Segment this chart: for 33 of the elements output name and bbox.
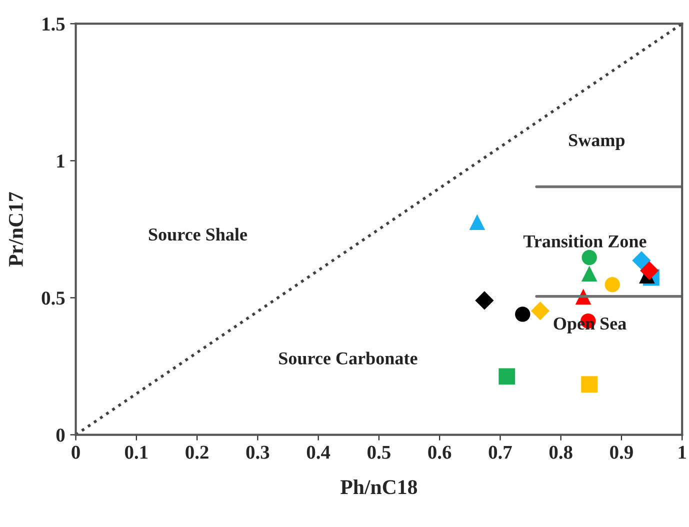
point (498, 368, 516, 385)
annotation: Source Carbonate (279, 352, 418, 365)
x-tick-label: 0.4 (306, 446, 330, 459)
x-axis-title: Ph/nC18 (340, 479, 418, 494)
annotation: Open Sea (554, 318, 626, 334)
x-tick-label: 1 (678, 446, 686, 459)
annotation: Source Shale (148, 228, 248, 241)
y-axis-title: Pr/nC17 (8, 192, 23, 266)
point (581, 266, 598, 282)
point (604, 276, 620, 292)
x-tick-label: 0.3 (246, 446, 270, 459)
x-tick-label: 0.5 (368, 446, 390, 459)
point (515, 306, 530, 322)
point (475, 291, 494, 310)
point (582, 250, 597, 266)
point (581, 376, 598, 393)
x-tick-label: 0.7 (488, 446, 512, 459)
y-tick-label: 0.5 (42, 292, 65, 305)
x-tick-label: 0.6 (428, 446, 452, 459)
annotation: Transition Zone (523, 234, 646, 248)
point (530, 302, 550, 320)
x-tick-label: 0.2 (186, 446, 208, 459)
x-tick-label: 0.1 (125, 446, 148, 459)
x-tick-label: 0 (72, 446, 80, 459)
y-tick-label: 0 (56, 428, 65, 442)
point (632, 251, 651, 270)
x-tick-label: 0.8 (549, 446, 572, 459)
annotation: Swamp (569, 134, 625, 150)
point (640, 261, 659, 280)
x-tick-label: 0.9 (610, 446, 633, 459)
y-tick-label: 1 (57, 154, 64, 168)
y-tick-label: 1.5 (42, 18, 65, 31)
point (469, 214, 486, 230)
